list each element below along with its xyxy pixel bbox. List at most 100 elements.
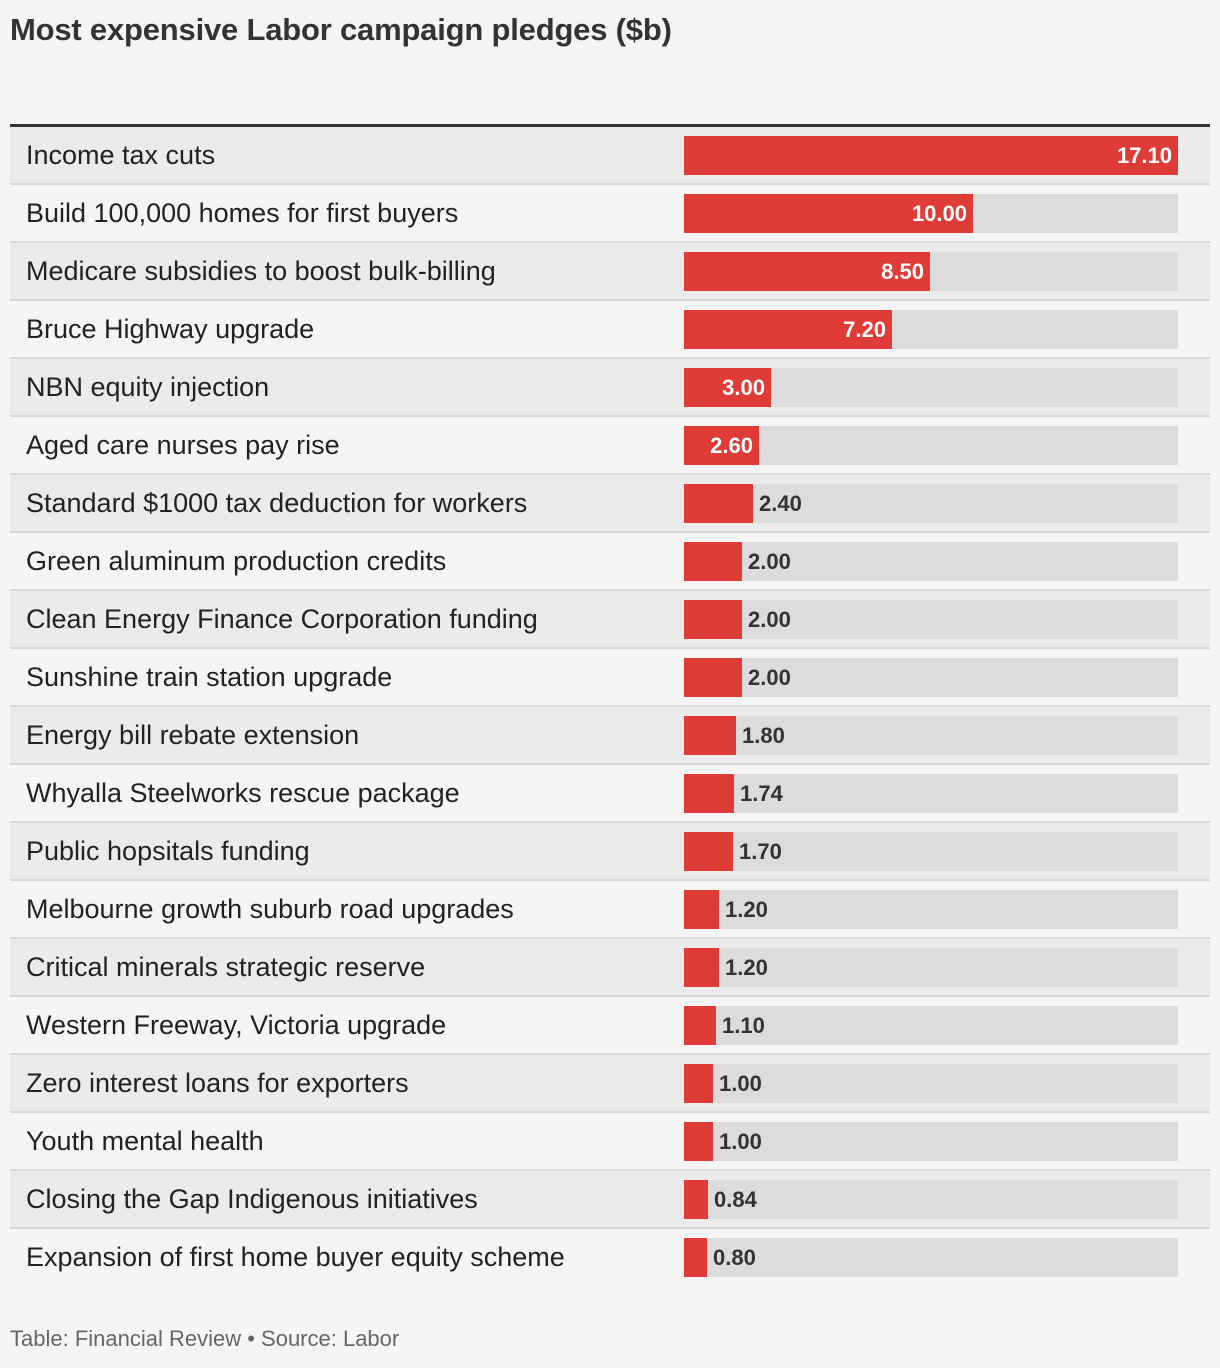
bar-value-label: 1.20 (725, 897, 768, 922)
table-row: Standard $1000 tax deduction for workers… (10, 475, 1210, 533)
row-label: Green aluminum production credits (26, 546, 447, 576)
bar-value-label: 2.40 (759, 491, 802, 516)
bar-value-label: 2.60 (710, 433, 753, 458)
row-label: Zero interest loans for exporters (26, 1068, 409, 1098)
row-label: Critical minerals strategic reserve (26, 952, 426, 982)
row-label: Youth mental health (26, 1126, 264, 1156)
source-footer: Table: Financial Review • Source: Labor (10, 1326, 400, 1351)
bar-track: 1.80 (684, 716, 1178, 755)
bar-value-label: 2.00 (748, 665, 791, 690)
bar (684, 542, 742, 581)
bar-value-label: 0.84 (714, 1187, 757, 1212)
table-row: Income tax cuts 17.10 (10, 127, 1210, 185)
bar-value-label: 10.00 (911, 201, 967, 226)
table-row: Aged care nurses pay rise 2.60 (10, 417, 1210, 475)
bar-track: 10.00 (684, 194, 1178, 233)
bar-value-label: 2.00 (748, 607, 791, 632)
bar-value-label: 1.74 (740, 781, 783, 806)
row-label: Build 100,000 homes for first buyers (26, 198, 459, 228)
table-row: Critical minerals strategic reserve 1.20 (10, 939, 1210, 997)
bar-track: 1.20 (684, 948, 1178, 987)
bar-value-label: 2.00 (748, 549, 791, 574)
table-row: Energy bill rebate extension 1.80 (10, 707, 1210, 765)
bar-track: 1.00 (684, 1122, 1178, 1161)
bar-table: Income tax cuts 17.10 Build 100,000 homes … (10, 124, 1210, 1287)
table-row: Medicare subsidies to boost bulk-billing… (10, 243, 1210, 301)
table-row: Clean Energy Finance Corporation funding… (10, 591, 1210, 649)
chart-title: Most expensive Labor campaign pledges ($… (10, 12, 672, 47)
table-row: Closing the Gap Indigenous initiatives 0.… (10, 1171, 1210, 1229)
bar (684, 194, 973, 233)
bar-value-label: 3.00 (722, 375, 765, 400)
bar (684, 658, 742, 697)
bar-value-label: 1.20 (725, 955, 768, 980)
bar-track: 1.10 (684, 1006, 1178, 1045)
table-row: Whyalla Steelworks rescue package 1.74 (10, 765, 1210, 823)
bar (684, 948, 719, 987)
bar-track: 2.60 (684, 426, 1178, 465)
bar-value-label: 17.10 (1116, 143, 1172, 168)
table-row: Sunshine train station upgrade 2.00 (10, 649, 1210, 707)
bar-value-label: 1.00 (719, 1071, 762, 1096)
row-label: Income tax cuts (26, 140, 216, 170)
bar-track: 0.84 (684, 1180, 1178, 1219)
row-label: Sunshine train station upgrade (26, 662, 393, 692)
row-label: Expansion of first home buyer equity sch… (26, 1242, 565, 1272)
bar-track: 1.74 (684, 774, 1178, 813)
row-label: Western Freeway, Victoria upgrade (26, 1010, 447, 1040)
bar (684, 1238, 707, 1277)
bar (684, 716, 736, 755)
bar-value-label: 7.20 (843, 317, 886, 342)
table-row: Youth mental health 1.00 (10, 1113, 1210, 1171)
bar-value-label: 1.70 (739, 839, 782, 864)
bar-value-label: 1.80 (742, 723, 785, 748)
table-row: Green aluminum production credits 2.00 (10, 533, 1210, 591)
bar (684, 136, 1178, 175)
row-label: Public hopsitals funding (26, 836, 310, 866)
bar (684, 1006, 716, 1045)
table-row: Western Freeway, Victoria upgrade 1.10 (10, 997, 1210, 1055)
bar-track: 0.80 (684, 1238, 1178, 1277)
row-label: NBN equity injection (26, 372, 270, 402)
bar (684, 484, 753, 523)
table-row: Bruce Highway upgrade 7.20 (10, 301, 1210, 359)
bar (684, 832, 733, 871)
table-row: Melbourne growth suburb road upgrades 1.2… (10, 881, 1210, 939)
row-label: Medicare subsidies to boost bulk-billing (26, 256, 496, 286)
row-label: Clean Energy Finance Corporation funding (26, 604, 538, 634)
bar (684, 1180, 708, 1219)
bar-value-label: 1.10 (722, 1013, 765, 1038)
bar (684, 252, 930, 291)
bar (684, 310, 892, 349)
row-label: Bruce Highway upgrade (26, 314, 315, 344)
bar-value-label: 8.50 (881, 259, 924, 284)
bar-value-label: 0.80 (713, 1245, 756, 1270)
bar-track: 8.50 (684, 252, 1178, 291)
bar-track: 2.40 (684, 484, 1178, 523)
bar (684, 368, 771, 407)
bar-track: 1.20 (684, 890, 1178, 929)
row-label: Energy bill rebate extension (26, 720, 360, 750)
table-row: Expansion of first home buyer equity sch… (10, 1229, 1210, 1287)
row-label: Closing the Gap Indigenous initiatives (26, 1184, 478, 1214)
bar (684, 1064, 713, 1103)
bar-value-label: 1.00 (719, 1129, 762, 1154)
bar (684, 1122, 713, 1161)
bar (684, 600, 742, 639)
table-row: NBN equity injection 3.00 (10, 359, 1210, 417)
table-row: Zero interest loans for exporters 1.00 (10, 1055, 1210, 1113)
row-label: Whyalla Steelworks rescue package (26, 778, 460, 808)
bar (684, 890, 719, 929)
table-row: Public hopsitals funding 1.70 (10, 823, 1210, 881)
bar-track: 17.10 (684, 136, 1178, 175)
bar-track: 2.00 (684, 658, 1178, 697)
row-label: Standard $1000 tax deduction for workers (26, 488, 528, 518)
bar-track: 2.00 (684, 542, 1178, 581)
bar-track: 1.70 (684, 832, 1178, 871)
table-row: Build 100,000 homes for first buyers 10.0… (10, 185, 1210, 243)
row-label: Melbourne growth suburb road upgrades (26, 894, 514, 924)
bar-track: 1.00 (684, 1064, 1178, 1103)
bar-track: 7.20 (684, 310, 1178, 349)
bar (684, 774, 734, 813)
bar (684, 426, 759, 465)
